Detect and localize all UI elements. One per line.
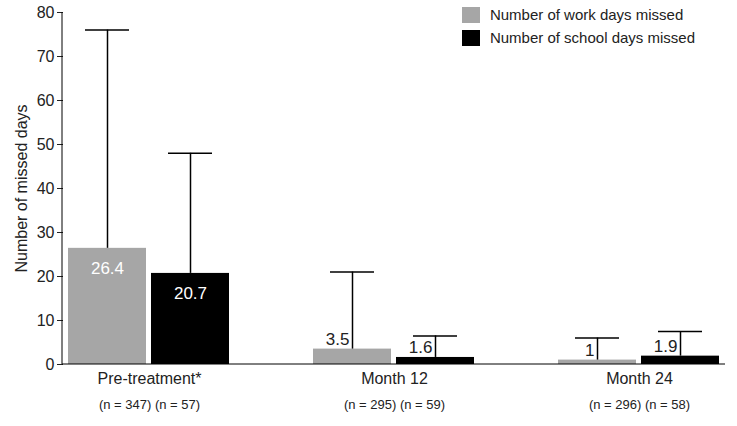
svg-text:Month 12: Month 12 bbox=[361, 370, 428, 387]
html-text:Number of work days missed: Number of work days missed bbox=[489, 6, 684, 23]
svg-text:20: 20 bbox=[37, 268, 55, 285]
svg-text:10: 10 bbox=[37, 312, 55, 329]
svg-text:40: 40 bbox=[37, 180, 55, 197]
html-text:Number of school days missed: Number of school days missed bbox=[489, 29, 695, 46]
svg-text:70: 70 bbox=[37, 48, 55, 65]
svg-text:Number of missed days: Number of missed days bbox=[13, 104, 30, 272]
svg-text:20.7: 20.7 bbox=[174, 284, 207, 303]
svg-text:0: 0 bbox=[46, 356, 55, 373]
svg-text:1.6: 1.6 bbox=[409, 338, 433, 357]
svg-text:50: 50 bbox=[37, 136, 55, 153]
svg-text:80: 80 bbox=[37, 4, 55, 21]
svg-text:(n = 296) (n = 58): (n = 296) (n = 58) bbox=[589, 397, 690, 412]
svg-text:(n = 295) (n = 59): (n = 295) (n = 59) bbox=[344, 397, 445, 412]
svg-text:26.4: 26.4 bbox=[91, 259, 124, 278]
svg-text:30: 30 bbox=[37, 224, 55, 241]
svg-text:60: 60 bbox=[37, 92, 55, 109]
svg-text:Month 24: Month 24 bbox=[606, 370, 673, 387]
svg-text:(n = 347) (n = 57): (n = 347) (n = 57) bbox=[99, 397, 200, 412]
svg-text:3.5: 3.5 bbox=[326, 330, 350, 349]
svg-text:1: 1 bbox=[585, 341, 594, 360]
svg-text:1.9: 1.9 bbox=[654, 337, 678, 356]
svg-text:Pre-treatment*: Pre-treatment* bbox=[97, 370, 201, 387]
